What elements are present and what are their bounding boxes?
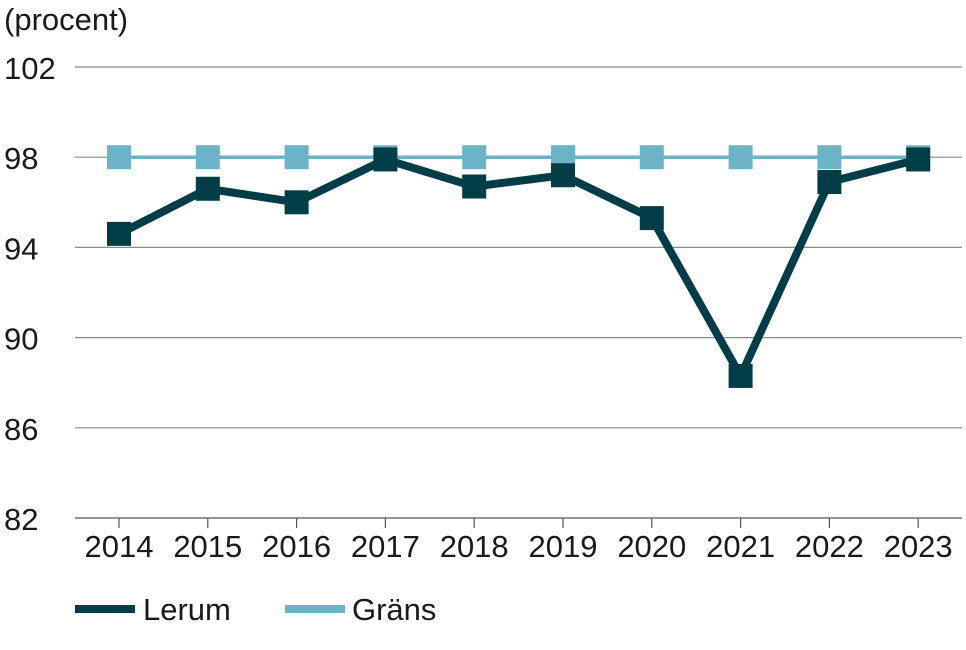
data-point-marker [817, 170, 842, 195]
y-tick-label: 102 [4, 51, 56, 86]
x-tick-label: 2020 [617, 529, 686, 564]
x-axis-ticks: 2014 2015 2016 2017 2018 2019 2020 2021 2022 2023 [85, 518, 953, 564]
data-point-marker [284, 190, 309, 215]
data-point-marker [284, 145, 309, 170]
legend-item-gräns: Gräns [285, 592, 436, 627]
data-point-marker [107, 221, 131, 246]
y-tick-label: 90 [4, 322, 38, 357]
x-tick-label: 2018 [440, 529, 509, 564]
series-gräns [107, 145, 931, 170]
legend-item-lerum: Lerum [75, 592, 231, 627]
data-point-marker [906, 147, 931, 172]
x-tick-label: 2014 [85, 529, 154, 564]
data-point-marker [195, 176, 220, 201]
data-point-marker [728, 145, 753, 170]
x-tick-label: 2022 [795, 529, 864, 564]
x-tick-label: 2023 [884, 529, 953, 564]
series-line [117, 155, 920, 380]
y-tick-label: 82 [4, 502, 38, 537]
y-tick-label: 94 [4, 231, 38, 266]
y-tick-label: 98 [4, 141, 38, 176]
legend: Lerum Gräns [75, 592, 436, 627]
x-tick-label: 2021 [706, 529, 775, 564]
y-axis-ticks: 82 86 90 94 98 102 [4, 51, 56, 537]
data-point-marker [373, 147, 398, 172]
data-point-marker [817, 145, 842, 170]
data-point-marker [639, 145, 664, 170]
x-tick-label: 2016 [262, 529, 331, 564]
data-point-marker [195, 145, 220, 170]
data-point-marker [462, 145, 487, 170]
series-lines [107, 145, 931, 388]
data-point-marker [728, 363, 753, 388]
legend-label: Lerum [143, 592, 231, 627]
data-point-marker [107, 145, 131, 170]
gridlines [75, 66, 962, 519]
x-tick-label: 2019 [529, 529, 598, 564]
data-point-marker [639, 206, 664, 231]
y-tick-label: 86 [4, 412, 38, 447]
legend-label: Gräns [352, 592, 436, 627]
y-axis-unit-label: (procent) [4, 2, 128, 37]
x-tick-label: 2015 [173, 529, 242, 564]
x-tick-label: 2017 [351, 529, 420, 564]
data-point-marker [551, 163, 575, 188]
data-point-marker [462, 174, 487, 199]
series-lerum [107, 147, 931, 388]
